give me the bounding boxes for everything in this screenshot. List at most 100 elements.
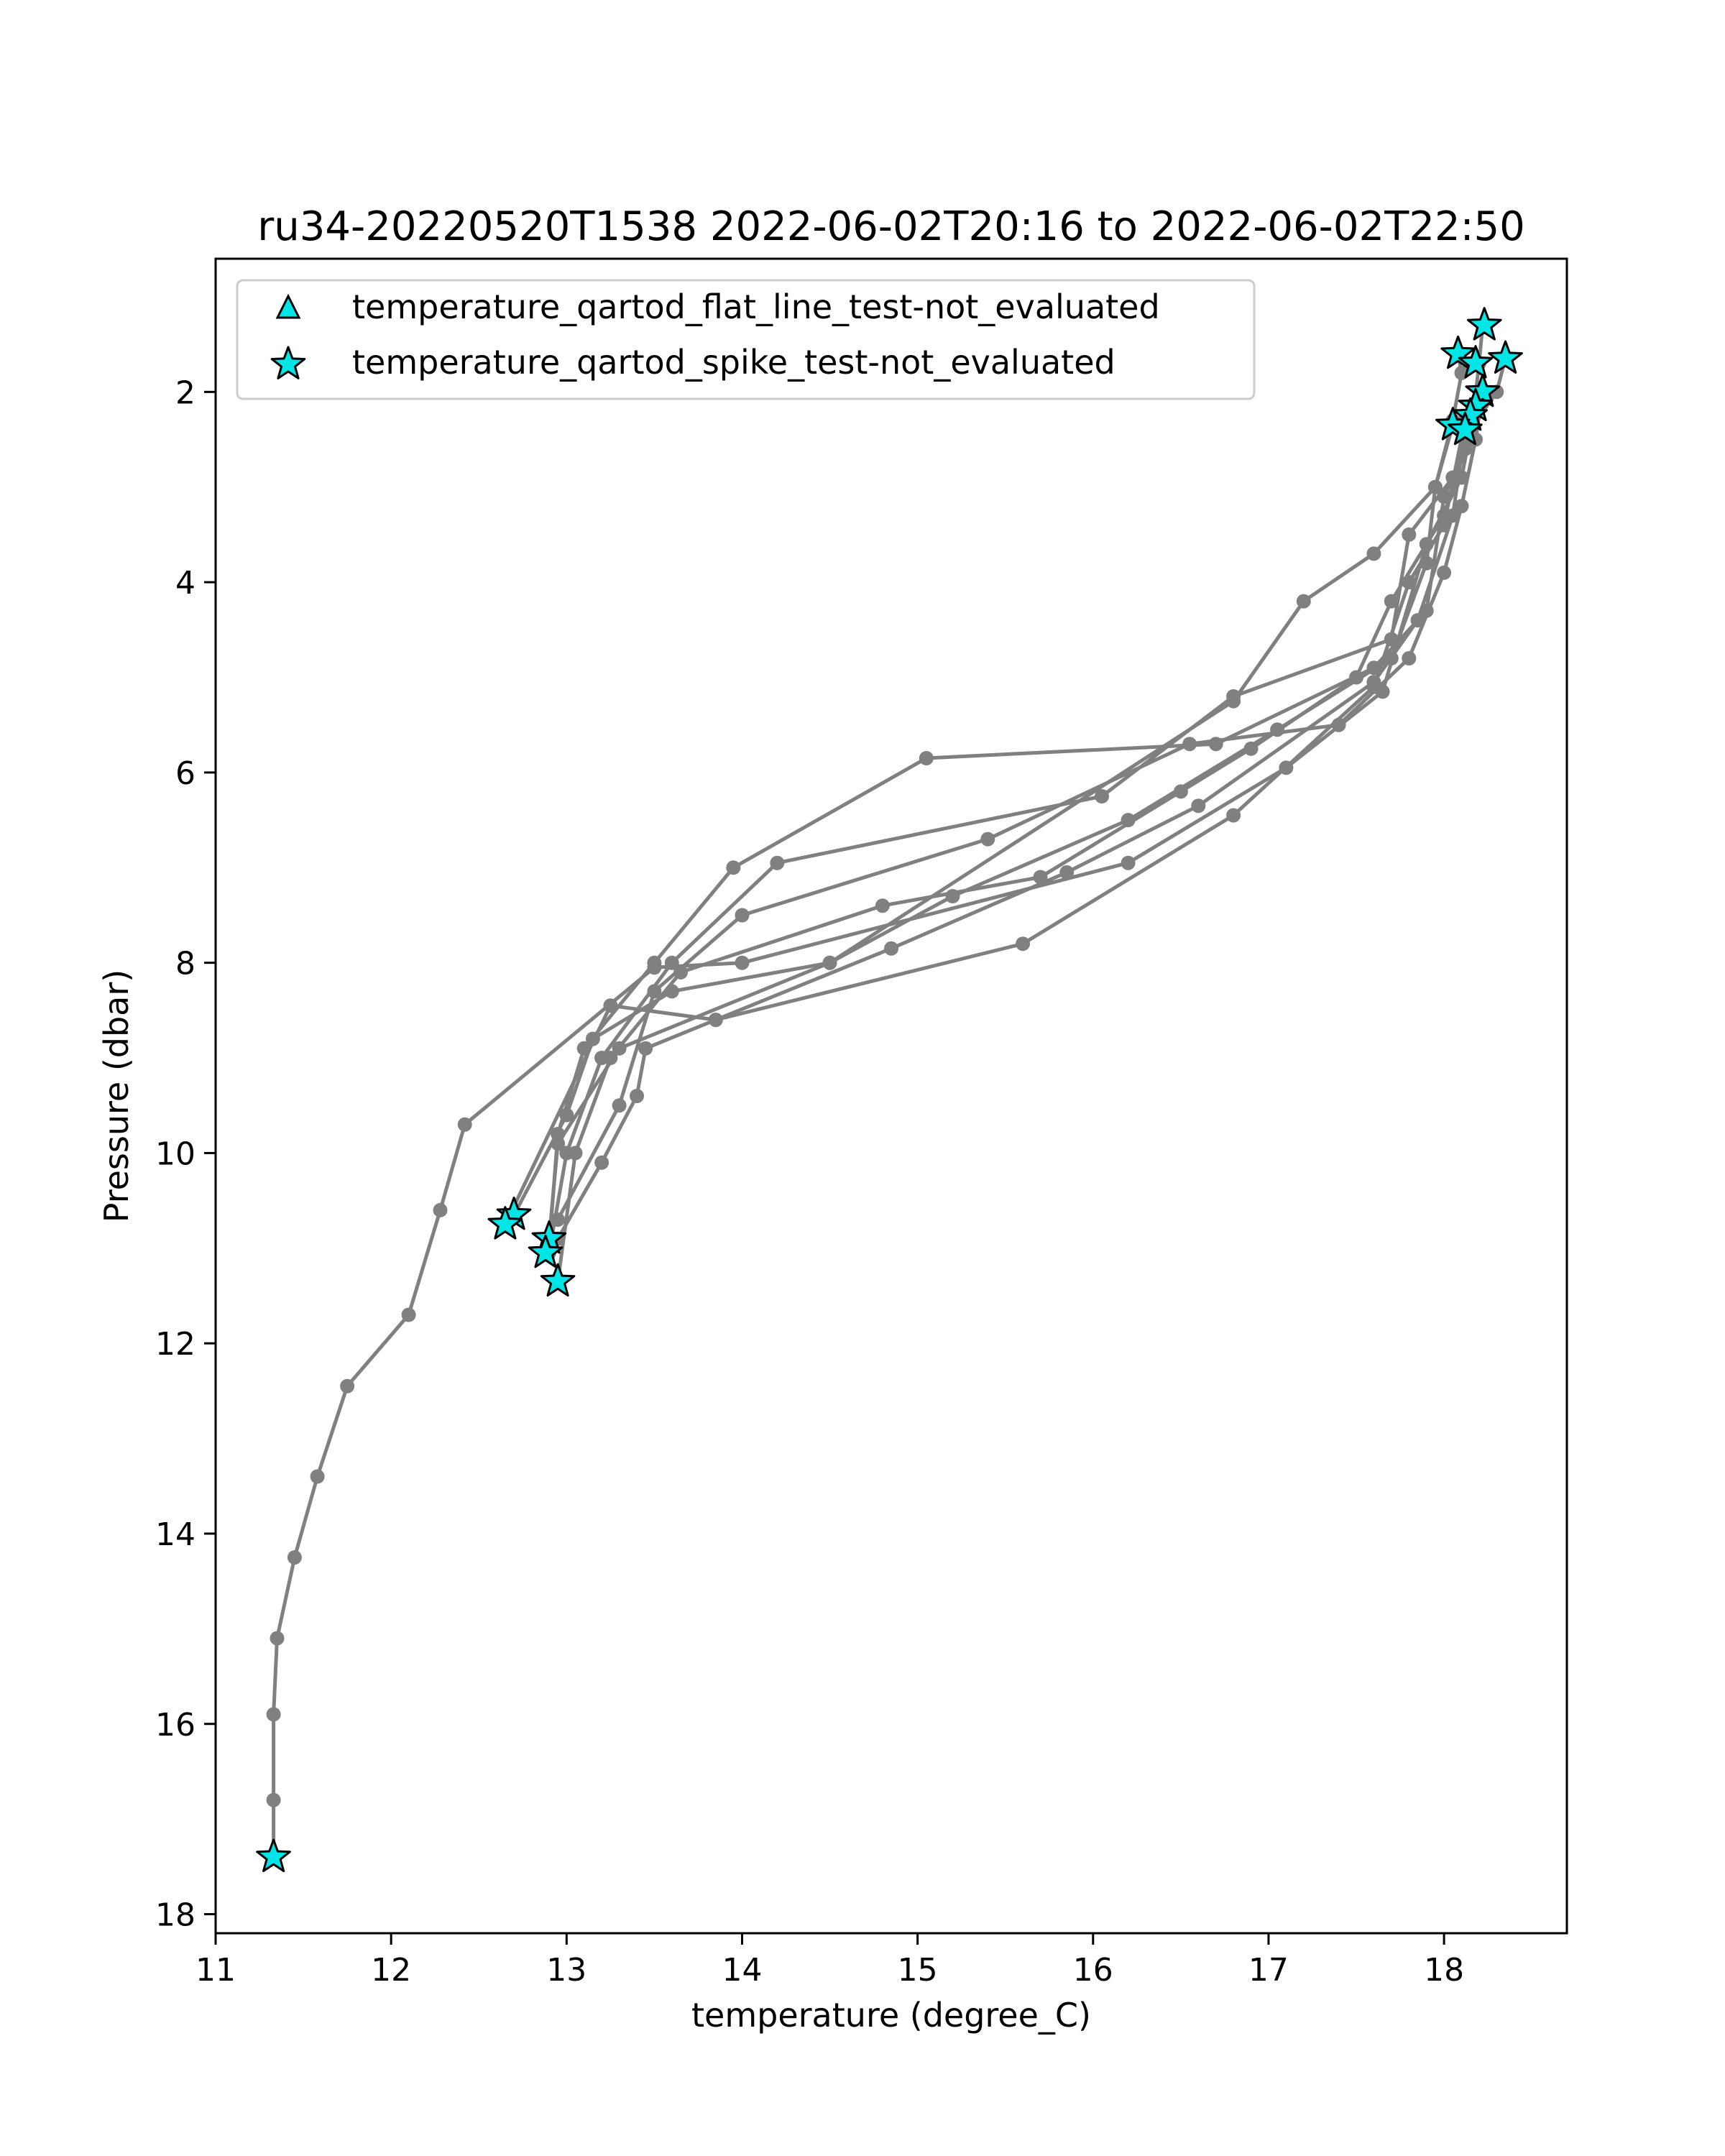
profile-5-point-8 xyxy=(1033,870,1048,885)
y-tick-label-8: 8 xyxy=(175,946,196,982)
legend: temperature_qartod_flat_line_test-not_ev… xyxy=(236,279,1256,400)
profile-4-point-10 xyxy=(647,984,662,999)
x-axis-ticks: 11 12 13 14 15 16 17 18 xyxy=(196,1933,1464,1989)
profile-2-point-12 xyxy=(551,1127,566,1141)
profile-9-point-9 xyxy=(457,1117,472,1132)
x-tick-label-15: 15 xyxy=(898,1952,938,1989)
profile-9-point-5 xyxy=(1279,760,1294,775)
profile-7-point-5 xyxy=(1191,798,1206,814)
profile-3-point-5 xyxy=(1402,527,1417,542)
profile-line-7 xyxy=(503,429,1467,1225)
spike-test-marker-2 xyxy=(1440,335,1476,369)
x-tick-label-12: 12 xyxy=(371,1952,411,1989)
profile-9-point-7 xyxy=(735,955,750,970)
profile-5-point-4 xyxy=(1384,594,1399,609)
legend-label-spike: temperature_qartod_spike_test-not_evalua… xyxy=(352,343,1116,382)
profile-1-point-9 xyxy=(612,1041,627,1056)
profile-8-point-5 xyxy=(1226,808,1241,823)
spike-test-marker-13 xyxy=(528,1234,564,1268)
profile-9-point-14 xyxy=(287,1550,302,1565)
profile-2-point-11 xyxy=(576,1041,592,1056)
profile-8-point-8 xyxy=(638,1041,653,1056)
profile-3-point-7 xyxy=(1226,689,1241,704)
profile-4-point-8 xyxy=(980,831,995,847)
spike-test-marker-11 xyxy=(487,1206,523,1240)
profile-8-point-3 xyxy=(1402,575,1417,590)
x-tick-label-13: 13 xyxy=(546,1952,586,1989)
profile-6-point-7 xyxy=(945,889,960,903)
profile-4-point-3 xyxy=(1454,499,1469,514)
profile-2-point-7 xyxy=(1208,737,1223,752)
y-tick-label-18: 18 xyxy=(155,1897,196,1934)
y-axis-label: Pressure (dbar) xyxy=(97,969,136,1222)
profile-7-point-9 xyxy=(603,998,618,1013)
profile-3-point-9 xyxy=(770,855,785,870)
profile-line-9 xyxy=(272,405,1478,1858)
y-tick-label-16: 16 xyxy=(155,1707,196,1743)
profile-2-point-9 xyxy=(726,860,741,875)
spike-test-marker-15 xyxy=(256,1838,291,1872)
profile-9-point-11 xyxy=(401,1307,416,1322)
spike-test-marker-3 xyxy=(1488,340,1523,374)
profile-9-point-10 xyxy=(433,1202,448,1217)
profile-6-point-2 xyxy=(1427,479,1443,494)
profile-9-point-2 xyxy=(1454,470,1469,485)
y-tick-label-12: 12 xyxy=(155,1326,196,1363)
profile-4-point-7 xyxy=(1182,737,1197,752)
profile-9-point-3 xyxy=(1419,537,1434,552)
profile-5-point-11 xyxy=(603,1051,618,1065)
profile-6-point-5 xyxy=(1270,722,1285,737)
profile-9-point-6 xyxy=(1121,855,1136,870)
profile-1-point-6 xyxy=(1296,594,1311,609)
plot-area xyxy=(214,257,1568,1935)
x-tick-label-16: 16 xyxy=(1073,1952,1113,1989)
spike-test-marker-5 xyxy=(1465,373,1501,407)
profile-6-point-8 xyxy=(822,955,837,970)
profile-4-point-9 xyxy=(735,908,750,923)
y-axis-ticks: 2 4 6 8 10 12 14 16 18 xyxy=(155,374,216,1934)
profile-8-point-7 xyxy=(708,1013,723,1028)
profile-5-point-5 xyxy=(1349,670,1363,685)
profile-9-point-13 xyxy=(310,1469,325,1484)
profile-8-point-6 xyxy=(1016,936,1031,952)
x-tick-label-18: 18 xyxy=(1424,1952,1464,1989)
profile-8-point-10 xyxy=(594,1155,610,1170)
profile-1-point-5 xyxy=(1366,546,1381,561)
y-tick-label-10: 10 xyxy=(155,1135,196,1172)
y-tick-label-2: 2 xyxy=(175,374,196,411)
x-tick-label-11: 11 xyxy=(196,1952,236,1989)
profile-4-point-12 xyxy=(551,1212,566,1227)
profile-5-point-10 xyxy=(673,964,688,980)
spike-test-marker-4 xyxy=(1458,345,1494,379)
legend-box xyxy=(236,279,1256,400)
profile-8-point-2 xyxy=(1437,517,1452,533)
legend-star-shape xyxy=(270,346,306,379)
spike-test-marker-9 xyxy=(1448,411,1483,446)
profile-6-point-4 xyxy=(1384,651,1399,665)
profile-9-point-12 xyxy=(340,1378,355,1393)
profile-7-point-3 xyxy=(1410,613,1425,628)
x-axis-label: temperature (degree_C) xyxy=(691,1996,1091,2035)
profile-2-point-8 xyxy=(919,751,934,765)
profile-4-point-11 xyxy=(612,1098,627,1113)
profile-6-point-3 xyxy=(1419,556,1434,571)
profile-5-point-12 xyxy=(568,1146,583,1161)
spike-test-marker-14 xyxy=(540,1263,576,1297)
x-tick-label-17: 17 xyxy=(1248,1952,1289,1989)
profile-9-point-16 xyxy=(266,1707,281,1722)
profile-5-point-6 xyxy=(1243,741,1259,756)
profile-3-point-6 xyxy=(1384,632,1399,647)
profile-9-point-15 xyxy=(270,1631,285,1646)
profile-6-point-10 xyxy=(585,1031,600,1046)
profile-5-point-7 xyxy=(1173,784,1188,799)
profile-9-point-17 xyxy=(266,1792,281,1807)
legend-triangle-icon xyxy=(275,293,301,319)
legend-star-icon xyxy=(270,346,306,379)
profile-8-point-9 xyxy=(630,1089,644,1103)
profile-7-point-2 xyxy=(1445,508,1460,523)
profile-4-point-5 xyxy=(1402,651,1417,665)
profile-2-point-6 xyxy=(1366,660,1381,676)
profile-7-point-7 xyxy=(884,941,898,956)
x-tick-label-14: 14 xyxy=(722,1952,762,1989)
